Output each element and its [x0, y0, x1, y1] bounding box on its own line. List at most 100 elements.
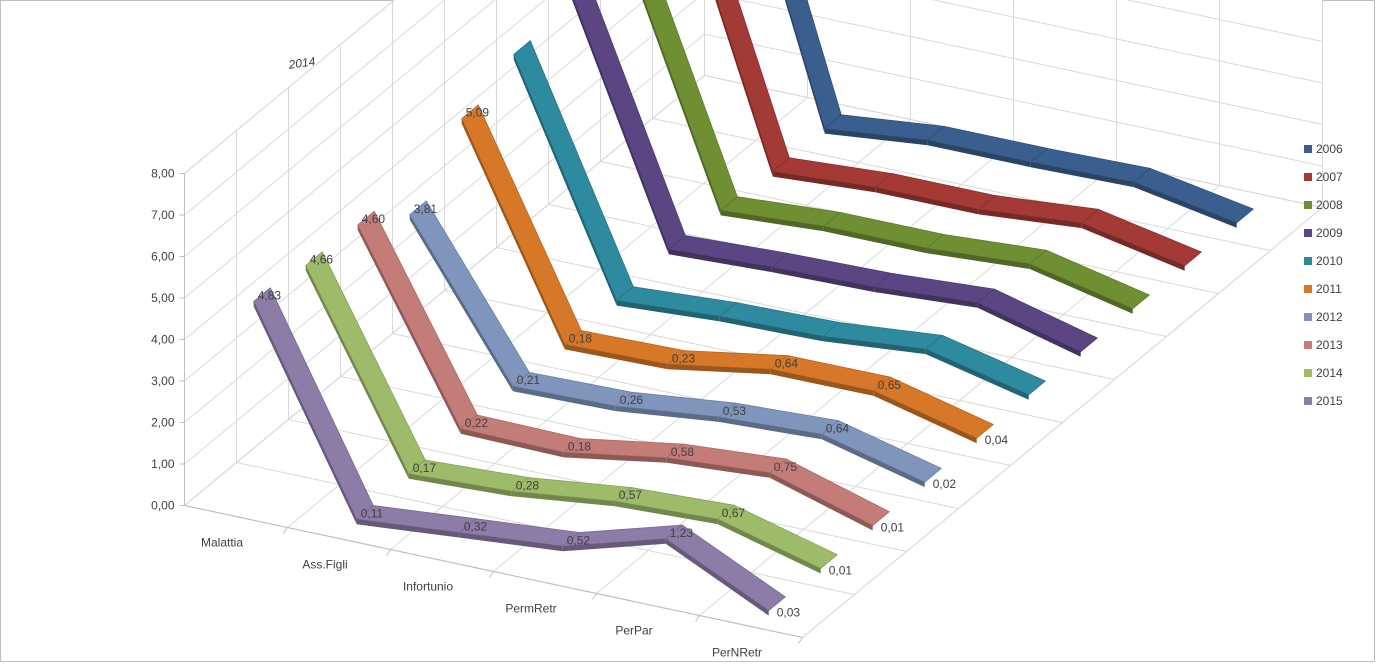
- gridline-horizontal: [184, 0, 1323, 299]
- data-label-2015-1: 0,11: [361, 506, 384, 520]
- category-label: Malattia: [201, 536, 243, 550]
- series-segment-edge: [821, 434, 925, 488]
- chart-legend: 2006 2007 2008 2009 2010 2011 2012 2013 2014 2015: [1304, 142, 1343, 408]
- series-segment: [976, 288, 1099, 353]
- y-tick-label: 2,00: [151, 416, 175, 430]
- series-segment-edge: [875, 187, 979, 215]
- data-label-2015-5: 0,03: [777, 606, 801, 620]
- series-segment-edge: [823, 226, 927, 254]
- series-segment-edge: [667, 364, 771, 375]
- series-segment-edge: [409, 214, 513, 392]
- series-segment-edge: [666, 457, 770, 478]
- series-segment: [716, 504, 839, 569]
- gridline-horizontal: [184, 0, 396, 174]
- series-segment-edge: [356, 519, 460, 538]
- depth-axis-label: 2014: [287, 54, 317, 72]
- legend-swatch-2015: [1304, 397, 1312, 405]
- legend-label-2012: 2012: [1316, 310, 1343, 324]
- series-segment: [924, 334, 1047, 396]
- chart-series-group: [253, 0, 1255, 616]
- legend-label-2013: 2013: [1316, 338, 1343, 352]
- legend-label-2006: 2006: [1316, 142, 1343, 156]
- data-label-2012-5: 0,02: [933, 477, 957, 491]
- series-segment-edge: [408, 473, 512, 497]
- category-label: PermRetr: [505, 602, 556, 616]
- legend-swatch-2010: [1304, 257, 1312, 265]
- series-segment-edge: [822, 336, 926, 355]
- series-segment-edge: [1030, 162, 1134, 188]
- series-segment: [665, 524, 786, 612]
- data-label-2015-4: 1,23: [670, 526, 694, 540]
- series-segment-edge: [1133, 182, 1237, 228]
- legend-swatch-2007: [1304, 173, 1312, 181]
- series-segment-edge: [253, 301, 357, 525]
- series-ribbon-2015: [253, 287, 786, 616]
- y-tick-label: 5,00: [151, 291, 175, 305]
- series-segment-edge: [719, 316, 823, 342]
- legend-label-2008: 2008: [1316, 198, 1343, 212]
- category-label: PerNRetr: [712, 646, 762, 660]
- data-label-2011-2: 0,23: [672, 351, 696, 365]
- y-tick-label: 3,00: [151, 374, 175, 388]
- data-label-2012-4: 0,64: [826, 421, 850, 435]
- legend-swatch-2009: [1304, 229, 1312, 237]
- y-tick-label: 8,00: [151, 167, 175, 181]
- x-tick-mark: [283, 527, 288, 534]
- series-segment-edge: [614, 501, 718, 525]
- series-segment-edge: [978, 209, 1082, 229]
- series-segment-edge: [925, 349, 1029, 400]
- data-label-2011-0: 5,09: [466, 106, 490, 120]
- series-segment-edge: [642, 0, 721, 216]
- data-label-2012-1: 0,21: [517, 373, 541, 387]
- series-segment-edge: [1029, 264, 1133, 314]
- legend-label-2010: 2010: [1316, 254, 1343, 268]
- data-label-2011-4: 0,65: [878, 378, 902, 392]
- series-segment-edge: [874, 287, 978, 308]
- x-tick-mark: [489, 571, 494, 578]
- legend-swatch-2013: [1304, 341, 1312, 349]
- x-tick-mark: [592, 593, 597, 600]
- gridline-floor-cat: [496, 247, 1115, 380]
- series-segment-edge: [357, 225, 461, 434]
- data-label-2012-0: 3,81: [414, 202, 438, 216]
- data-label-2013-0: 4,60: [362, 212, 386, 226]
- series-segment-edge: [615, 406, 719, 422]
- series-ribbon-2010: [513, 40, 1047, 400]
- x-tick-mark: [798, 637, 803, 644]
- category-label: PerPar: [615, 624, 652, 638]
- series-ribbon-2011: [461, 104, 995, 444]
- data-label-2014-2: 0,28: [516, 478, 540, 492]
- series-segment-edge: [460, 428, 564, 458]
- legend-label-2007: 2007: [1316, 170, 1343, 184]
- gridline-floor-cat: [652, 118, 1271, 251]
- legend-label-2015: 2015: [1316, 394, 1343, 408]
- x-tick-mark: [695, 615, 700, 622]
- series-segment-edge: [572, 0, 669, 255]
- legend-swatch-2014: [1304, 369, 1312, 377]
- legend-label-2011: 2011: [1316, 282, 1342, 296]
- series-ribbon-2009: [572, 0, 1099, 357]
- legend-swatch-2012: [1304, 313, 1312, 321]
- series-segment-edge: [769, 472, 873, 531]
- series-segment-edge: [512, 386, 616, 412]
- legend-swatch-2008: [1304, 201, 1312, 209]
- data-label-2014-1: 0,17: [413, 461, 437, 475]
- legend-label-2009: 2009: [1316, 226, 1343, 240]
- x-tick-mark: [386, 549, 391, 556]
- data-label-2014-5: 0,01: [829, 564, 853, 578]
- data-label-2012-2: 0,26: [620, 393, 644, 407]
- series-segment-edge: [564, 344, 668, 370]
- series-ribbon-2012: [409, 200, 943, 488]
- data-label-2014-0: 4,66: [310, 253, 334, 267]
- series-segment: [820, 420, 943, 483]
- series-segment-edge: [720, 210, 824, 232]
- series-segment-edge: [668, 249, 772, 273]
- series-segment-edge: [461, 118, 565, 350]
- gridline-horizontal: [184, 0, 1323, 340]
- data-label-2013-2: 0,18: [568, 439, 592, 453]
- series-segment-edge: [511, 491, 615, 507]
- data-label-2011-3: 0,64: [775, 356, 799, 370]
- series-segment-edge: [770, 369, 874, 396]
- series-segment-edge: [784, 0, 825, 134]
